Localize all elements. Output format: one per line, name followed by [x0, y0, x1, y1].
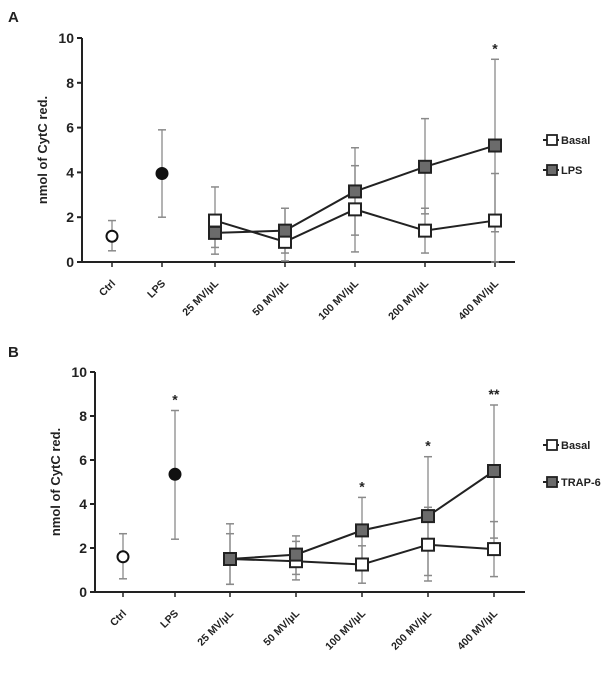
panel-label: A [8, 9, 19, 26]
panel-b: B 0 2 4 6 8 10 nmol of CytC red. Ctrl LPS 25 MV/µL… [8, 344, 601, 653]
x-tick-label: 50 MV/µL [261, 607, 302, 648]
data-point-basal [421, 537, 435, 552]
y-tick-label: 0 [79, 584, 87, 600]
data-point-basal [208, 213, 222, 228]
x-tick-label: LPS [158, 608, 181, 631]
panel-label: B [8, 344, 19, 361]
x-tick-label: LPS [145, 278, 168, 301]
legend-marker [546, 476, 558, 488]
data-point-basal [348, 202, 362, 217]
y-axis-label: nmol of CytC red. [48, 428, 63, 536]
legend-marker [546, 134, 558, 146]
significance-marker: * [492, 40, 498, 56]
y-axis-label: nmol of CytC red. [35, 96, 50, 204]
data-point-lps [488, 138, 502, 153]
data-point-basal [355, 557, 369, 572]
data-point-trap-6 [223, 552, 237, 566]
y-tick-label: 8 [66, 75, 74, 91]
y-tick-label: 0 [66, 254, 74, 270]
legend-label: Basal [561, 135, 590, 147]
significance-marker: * [425, 438, 431, 454]
y-tick-label: 6 [79, 452, 87, 468]
control-point-ctrl [105, 229, 119, 243]
y-tick-label: 2 [66, 209, 74, 225]
x-tick-label: 100 MV/µL [323, 607, 368, 652]
y-tick-label: 10 [58, 30, 74, 46]
data-point-lps [348, 184, 362, 199]
y-tick-label: 6 [66, 120, 74, 136]
y-tick-label: 2 [79, 540, 87, 556]
x-tick-label: 400 MV/µL [456, 277, 501, 322]
x-tick-label: Ctrl [97, 278, 118, 299]
data-point-basal [487, 542, 501, 557]
data-point-trap-6 [487, 464, 501, 478]
control-point-lps [155, 167, 169, 181]
y-tick-label: 10 [71, 364, 87, 380]
data-point-trap-6 [421, 509, 435, 524]
data-point-lps [208, 225, 222, 240]
significance-marker: ** [489, 386, 500, 402]
data-point-lps [418, 159, 432, 174]
panel-a: A 0 2 4 6 8 10 nmol of CytC red. Ctrl LPS 25 MV/µL… [8, 9, 590, 323]
y-tick-label: 4 [79, 496, 87, 512]
legend-label: Basal [561, 440, 590, 452]
data-point-trap-6 [355, 523, 369, 538]
x-tick-label: Ctrl [108, 608, 129, 629]
control-point-ctrl [116, 550, 130, 564]
x-tick-label: 200 MV/µL [386, 277, 431, 322]
control-point-lps [168, 467, 182, 481]
data-point-lps [278, 223, 292, 238]
y-tick-label: 4 [66, 164, 74, 180]
legend-label: TRAP-6 [561, 477, 601, 489]
significance-marker: * [172, 392, 178, 408]
data-point-basal [488, 213, 502, 228]
legend-label: LPS [561, 165, 582, 177]
x-tick-label: 50 MV/µL [250, 277, 291, 318]
x-tick-label: 25 MV/µL [195, 607, 236, 648]
legend-marker [546, 164, 558, 176]
x-tick-label: 100 MV/µL [316, 277, 361, 322]
x-tick-label: 25 MV/µL [180, 277, 221, 318]
significance-marker: * [359, 478, 365, 494]
data-point-basal [418, 223, 432, 238]
x-tick-label: 200 MV/µL [389, 607, 434, 652]
x-tick-label: 400 MV/µL [455, 607, 500, 652]
data-point-trap-6 [289, 547, 303, 562]
y-tick-label: 8 [79, 408, 87, 424]
legend-marker [546, 439, 558, 451]
